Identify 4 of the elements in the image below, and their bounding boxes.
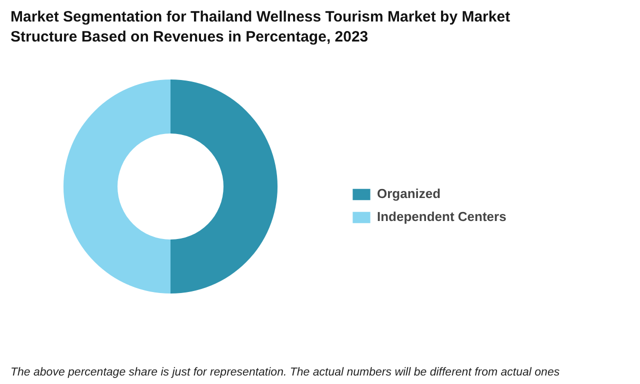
legend-label: Independent Centers xyxy=(377,209,506,224)
text: The above percentage share is just for representation. The actual numbers will be different from actual ones xyxy=(10,366,560,378)
chart-title: Market Segmentation for Thailand Wellness Tourism Market by Market Structure Based on Revenues in Percentage, 2023 xyxy=(10,8,510,46)
legend-label: Organized xyxy=(377,186,441,201)
